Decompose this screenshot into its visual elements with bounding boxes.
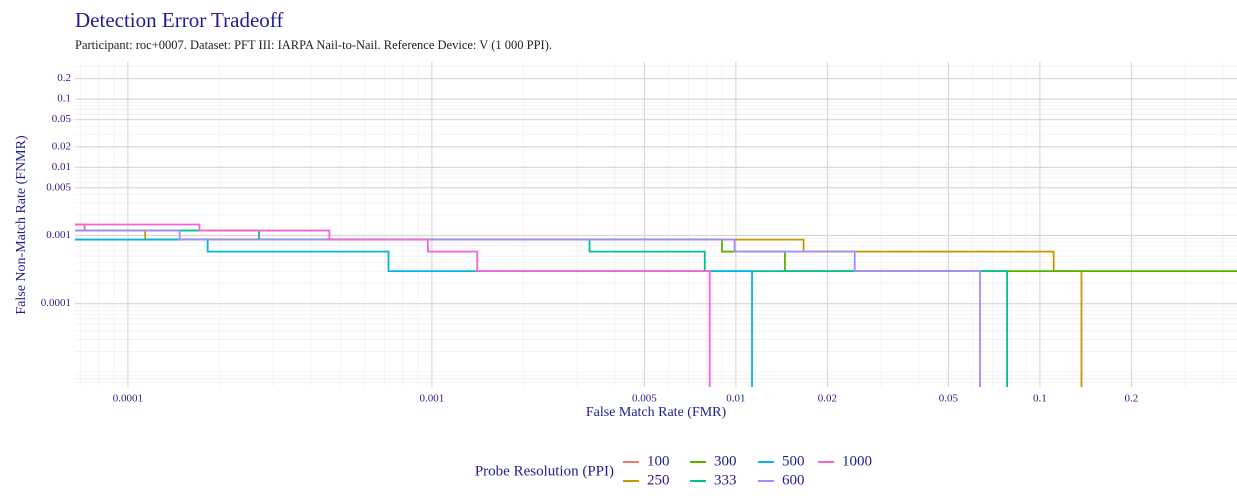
x-tick-label: 0.01	[726, 393, 745, 405]
y-tick-label: 0.1	[57, 93, 71, 105]
step-line	[75, 229, 981, 387]
legend-label: 300	[714, 453, 737, 469]
legend-label: 333	[714, 472, 737, 488]
legend-label: 250	[647, 472, 670, 488]
chart-subtitle: Participant: roc+0007. Dataset: PFT III:…	[75, 38, 552, 52]
legend-label: 1000	[842, 453, 872, 469]
x-tick-label: 0.2	[1125, 393, 1139, 405]
step-line	[75, 223, 128, 232]
step-line	[75, 238, 753, 387]
y-tick-label: 0.05	[52, 113, 72, 125]
x-tick-label: 0.005	[632, 393, 657, 405]
legend-label: 100	[647, 453, 670, 469]
y-tick-label: 0.005	[46, 181, 71, 193]
step-line	[75, 238, 1237, 273]
y-tick-label: 0.0001	[41, 297, 71, 309]
x-tick-label: 0.02	[818, 393, 837, 405]
x-tick-label: 0.1	[1033, 393, 1047, 405]
y-tick-label: 0.01	[52, 161, 71, 173]
step-line	[75, 223, 711, 387]
x-tick-label: 0.0001	[113, 393, 143, 405]
legend-title: Probe Resolution (PPI)	[475, 463, 614, 479]
legend-label: 500	[782, 453, 805, 469]
y-tick-label: 0.02	[52, 140, 71, 152]
step-line	[75, 229, 1008, 387]
legend-label: 600	[782, 472, 805, 488]
y-axis-label: False Non-Match Rate (FNMR)	[14, 135, 29, 315]
x-tick-label: 0.05	[939, 393, 959, 405]
chart-title: Detection Error Tradeoff	[75, 8, 283, 32]
y-tick-label: 0.2	[57, 72, 71, 84]
y-tick-label: 0.001	[46, 229, 71, 241]
x-tick-label: 0.001	[420, 393, 445, 405]
step-line	[75, 229, 1083, 387]
x-axis-label: False Match Rate (FMR)	[586, 405, 727, 420]
